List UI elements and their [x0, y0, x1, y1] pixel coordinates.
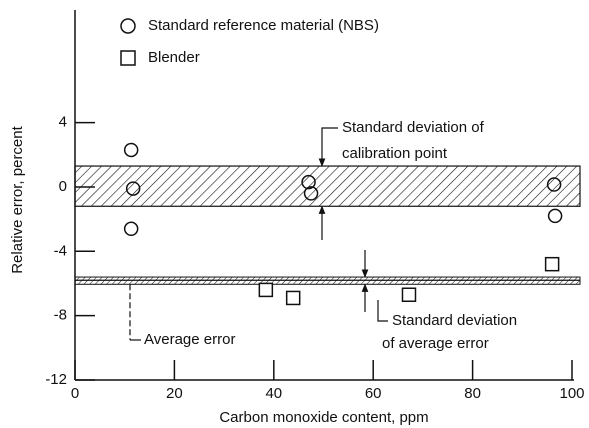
annotation-arrow: [318, 127, 338, 167]
y-tick-label: 4: [59, 114, 67, 131]
annotation: Average error: [144, 331, 235, 348]
x-tick-label: 20: [166, 385, 183, 402]
annotation: of average error: [382, 335, 489, 352]
data-point: [303, 186, 319, 201]
data-point: [301, 174, 316, 190]
annotation: Standard deviation of: [342, 119, 485, 136]
legend-marker: [120, 50, 136, 66]
data-point: [123, 142, 139, 158]
x-tick-label: 40: [265, 385, 282, 402]
legend-label: Standard reference material (NBS): [148, 17, 379, 34]
x-tick-label: 60: [365, 385, 382, 402]
calibration-band: [74, 165, 581, 207]
x-tick-label: 100: [559, 385, 584, 402]
annotation: calibration point: [342, 145, 448, 162]
data-point: [285, 290, 301, 306]
y-axis-label: Relative error, percent: [9, 125, 26, 273]
y-tick-label: 0: [59, 178, 67, 195]
legend-label: Blender: [148, 49, 200, 66]
data-point: [547, 208, 563, 224]
data-point: [258, 282, 274, 298]
data-point: [123, 221, 139, 237]
data-point: [544, 256, 560, 272]
annotation: Standard deviation: [392, 312, 517, 329]
annotation-line: [377, 300, 388, 322]
data-point: [125, 181, 141, 196]
data-point: [401, 287, 417, 302]
y-tick-label: -8: [54, 307, 67, 324]
data-point: [546, 177, 562, 192]
y-tick-label: -12: [45, 371, 67, 388]
x-tick-label: 0: [71, 385, 79, 402]
legend-marker: [120, 18, 136, 34]
x-axis-label: Carbon monoxide content, ppm: [219, 409, 428, 426]
y-tick-label: -4: [54, 242, 67, 259]
x-tick-label: 80: [464, 385, 481, 402]
